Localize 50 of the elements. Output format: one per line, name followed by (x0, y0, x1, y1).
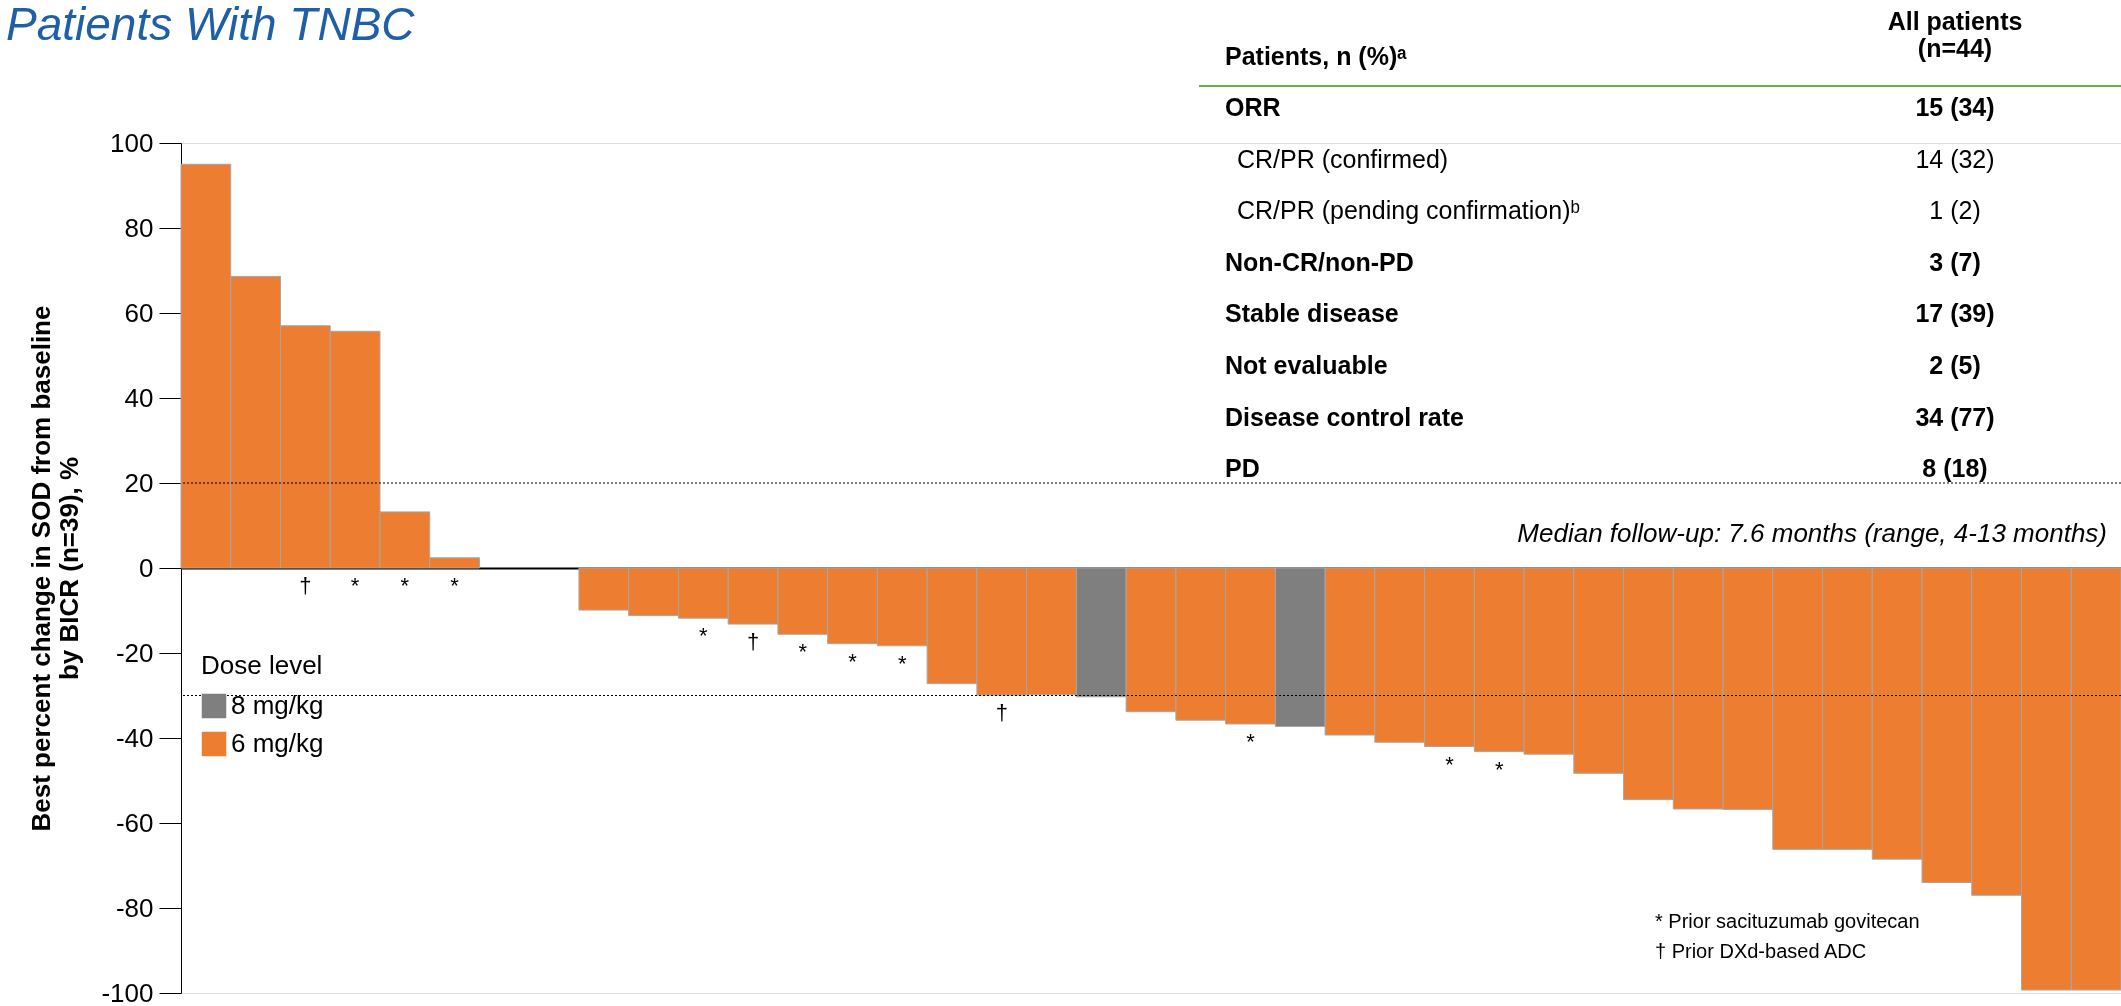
data-label: * (450, 573, 460, 598)
category-label: Not evaluable (1225, 351, 1388, 379)
text: 34 (77) (1915, 402, 1995, 431)
y-tick-label: -100 (101, 977, 154, 1006)
y-tick-label: 80 (124, 212, 154, 243)
category-label: Stable disease (1225, 299, 1399, 328)
text: 14 (32) (1915, 144, 1995, 173)
category-label: CR/PR (pending confirmation)ᵇ (1237, 196, 1580, 225)
annotation: Median follow-up: 7.6 months (range, 4-13 months) (1517, 518, 2107, 548)
data-label: * (400, 573, 410, 598)
data-label: † (746, 629, 760, 655)
data-label: * (350, 573, 360, 598)
category-label: CR/PR (confirmed) (1237, 144, 1449, 173)
text: All patients (n=44) (1887, 7, 2023, 62)
text: 17 (39) (1915, 299, 1995, 328)
data-label: * (1445, 751, 1455, 777)
data-label: * (848, 648, 858, 674)
data-label: * (1494, 756, 1504, 782)
data-label: * (1246, 728, 1256, 754)
data-label: † (299, 573, 312, 598)
legend-label: 6 mg/kg (231, 728, 324, 758)
text: 2 (5) (1929, 351, 1981, 379)
category-label: ORR (1225, 93, 1281, 121)
y-tick-label: 20 (124, 467, 154, 498)
data-label: † (995, 700, 1008, 726)
text: 8 (18) (1922, 454, 1988, 483)
legend-title: Dose level (201, 650, 323, 680)
y-axis-title: Best percent change in SOD from baseline by BICR (n=39), % (26, 305, 85, 832)
annotation: * Prior sacituzumab govitecan (1655, 910, 1920, 932)
legend-label: 8 mg/kg (231, 690, 324, 720)
annotation: † Prior DXd-based ADC (1655, 940, 1867, 962)
text: Patients, n (%)ᵃ (1225, 42, 1408, 70)
category-label: PD (1225, 454, 1260, 483)
y-tick-label: -40 (115, 722, 154, 753)
data-label: * (898, 650, 907, 676)
y-tick-label: -60 (115, 807, 154, 838)
data-label: * (798, 639, 808, 665)
category-label: Non-CR/non-PD (1225, 247, 1414, 276)
y-tick-label: 60 (124, 297, 154, 328)
category-label: Disease control rate (1225, 402, 1465, 431)
y-tick-label: 40 (124, 382, 154, 413)
text: 3 (7) (1929, 247, 1981, 276)
y-tick-label: 100 (110, 127, 154, 158)
text: 1 (2) (1929, 196, 1981, 225)
text: 15 (34) (1915, 93, 1995, 121)
y-tick-label: -20 (115, 637, 154, 668)
data-label: * (699, 623, 709, 649)
y-tick-label: -80 (115, 892, 154, 923)
chart-title: Patients With TNBC (6, 0, 416, 50)
y-tick-label: 0 (139, 552, 154, 583)
